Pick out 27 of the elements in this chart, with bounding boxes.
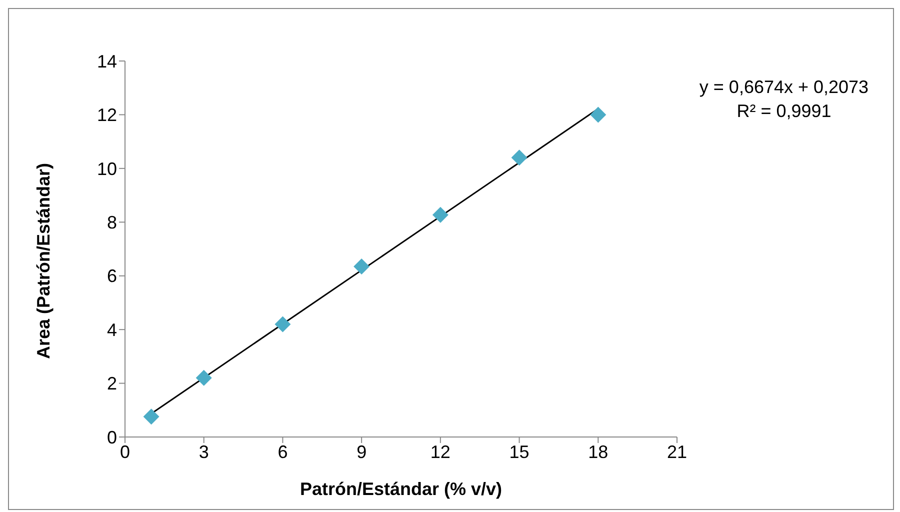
point [511, 150, 528, 166]
y-tick-label: 12 [96, 105, 117, 126]
x-tick-label: 6 [278, 442, 288, 462]
y-axis-title: Area (Patrón/Estándar) [33, 162, 54, 359]
x-tick-label: 12 [430, 442, 450, 462]
text: y = 0,6674x + 0,2073 [699, 77, 869, 97]
point [196, 370, 212, 386]
y-tick-label: 6 [106, 266, 117, 286]
x-tick-label: 15 [509, 442, 530, 462]
y-tick-label: 4 [106, 320, 117, 340]
y-tick-label: 10 [96, 158, 117, 179]
x-tick-label: 3 [198, 442, 209, 462]
point [143, 408, 160, 425]
y-tick-label: 8 [106, 212, 117, 233]
y-tick-label: 0 [106, 427, 117, 448]
text: R² = 0,9991 [736, 101, 832, 121]
x-axis-title: Patrón/Estándar (% v/v) [300, 479, 502, 499]
x-tick-label: 18 [588, 442, 608, 462]
point [590, 106, 606, 123]
x-tick-label: 9 [356, 442, 367, 462]
point [432, 206, 448, 223]
point [354, 258, 370, 274]
y-tick-label: 14 [96, 51, 117, 72]
point [274, 316, 291, 332]
x-tick-label: 21 [666, 442, 688, 462]
x-tick-label: 0 [120, 442, 130, 462]
y-tick-label: 2 [106, 374, 117, 394]
